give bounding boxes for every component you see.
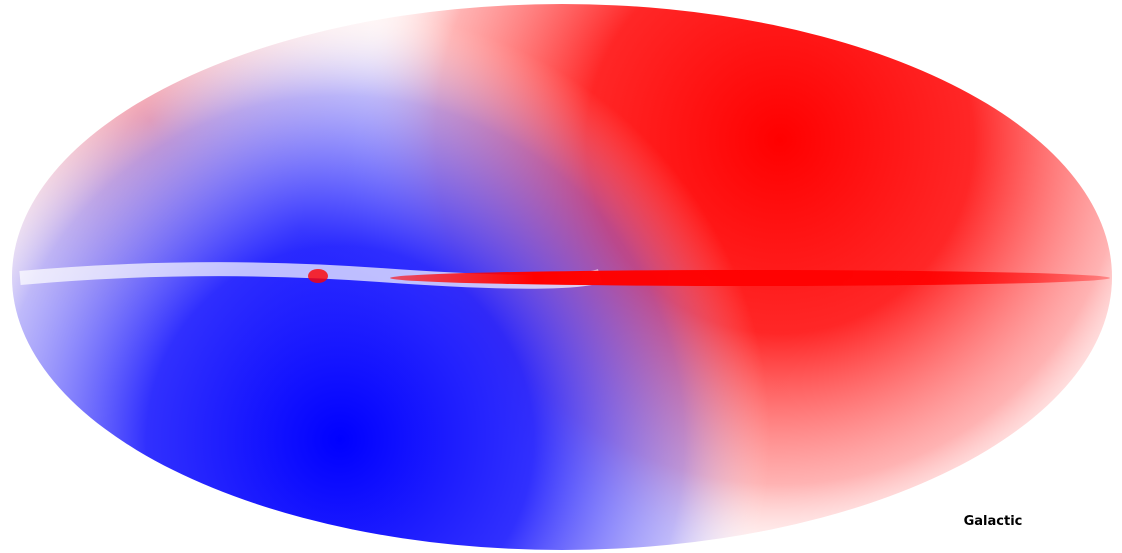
page: Galactic (() => { const data = JSON.pars… [0,0,1122,553]
sky-map: Galactic [0,0,1122,553]
coordinate-label: Galactic [964,514,1023,529]
sky-projection [0,0,1122,553]
